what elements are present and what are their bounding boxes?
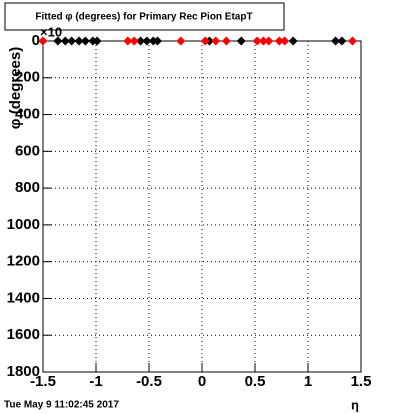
data-point — [337, 36, 347, 46]
data-point — [176, 36, 186, 46]
data-point — [200, 36, 210, 46]
x-tick-label: -1 — [89, 373, 102, 390]
title-box — [4, 2, 285, 31]
y-tick-label: 1000 — [7, 216, 40, 233]
chart-title: Fitted φ (degrees) for Primary Rec Pion … — [35, 12, 252, 23]
y-tick-label: 600 — [15, 142, 40, 159]
data-point — [80, 36, 90, 46]
data-point — [252, 36, 262, 46]
data-point — [258, 36, 268, 46]
y-tick-label: 0 — [32, 32, 40, 49]
y-tick-label: 1600 — [7, 326, 40, 343]
data-point — [280, 36, 290, 46]
y-tick-label: 800 — [15, 179, 40, 196]
data-point — [53, 36, 63, 46]
data-point — [123, 36, 133, 46]
data-point — [60, 36, 70, 46]
data-point — [92, 36, 102, 46]
y-tick-label: 1400 — [7, 289, 40, 306]
data-point — [74, 36, 84, 46]
data-point — [38, 36, 48, 46]
data-point — [236, 36, 246, 46]
data-point — [142, 36, 152, 46]
data-point — [211, 36, 221, 46]
data-point — [274, 36, 284, 46]
data-point — [288, 36, 298, 46]
data-point — [67, 36, 77, 46]
timestamp: Tue May 9 11:02:45 2017 — [4, 400, 119, 411]
data-point — [152, 36, 162, 46]
x-tick-label: -1.5 — [30, 373, 56, 390]
y-exponent: ×10 — [40, 24, 62, 39]
data-point — [129, 36, 139, 46]
y-tick-label: 400 — [15, 106, 40, 123]
x-tick-label: 1.5 — [351, 373, 372, 390]
data-point — [136, 36, 146, 46]
x-tick-label: 1 — [304, 373, 312, 390]
y-tick-label: 200 — [15, 69, 40, 86]
x-axis-label: η — [351, 397, 359, 412]
y-axis-label: φ (degrees) — [7, 47, 24, 129]
data-point — [221, 36, 231, 46]
y-tick-label: 1800 — [7, 363, 40, 380]
y-tick-label: 1200 — [7, 253, 40, 270]
x-tick-label: 0 — [198, 373, 206, 390]
data-point — [264, 36, 274, 46]
x-tick-label: 0.5 — [245, 373, 266, 390]
data-point — [331, 36, 341, 46]
data-point — [348, 36, 358, 46]
x-tick-label: -0.5 — [136, 373, 162, 390]
